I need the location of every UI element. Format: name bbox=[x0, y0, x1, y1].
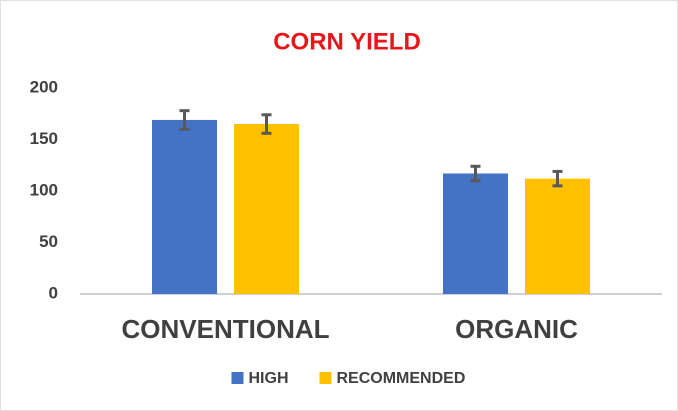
legend-label: HIGH bbox=[249, 370, 289, 387]
legend-label: RECOMMENDED bbox=[337, 370, 466, 387]
y-tick-label: 150 bbox=[30, 129, 58, 148]
error-bar bbox=[552, 169, 563, 188]
y-tick-label: 100 bbox=[30, 180, 58, 199]
error-bar bbox=[470, 164, 481, 183]
y-tick-label: 200 bbox=[30, 77, 58, 96]
bar bbox=[443, 173, 508, 294]
bar bbox=[234, 124, 299, 294]
x-tick-label: CONVENTIONAL bbox=[122, 314, 330, 344]
y-tick-label: 0 bbox=[49, 283, 58, 302]
y-tick-label: 50 bbox=[39, 232, 58, 251]
x-tick-label: ORGANIC bbox=[455, 314, 578, 344]
legend-swatch bbox=[231, 372, 244, 384]
error-bar bbox=[261, 113, 272, 135]
error-bar bbox=[179, 109, 190, 131]
bar bbox=[152, 119, 217, 295]
bar bbox=[525, 178, 590, 294]
chart-title: CORN YIELD bbox=[273, 28, 421, 55]
legend-swatch bbox=[319, 372, 332, 384]
